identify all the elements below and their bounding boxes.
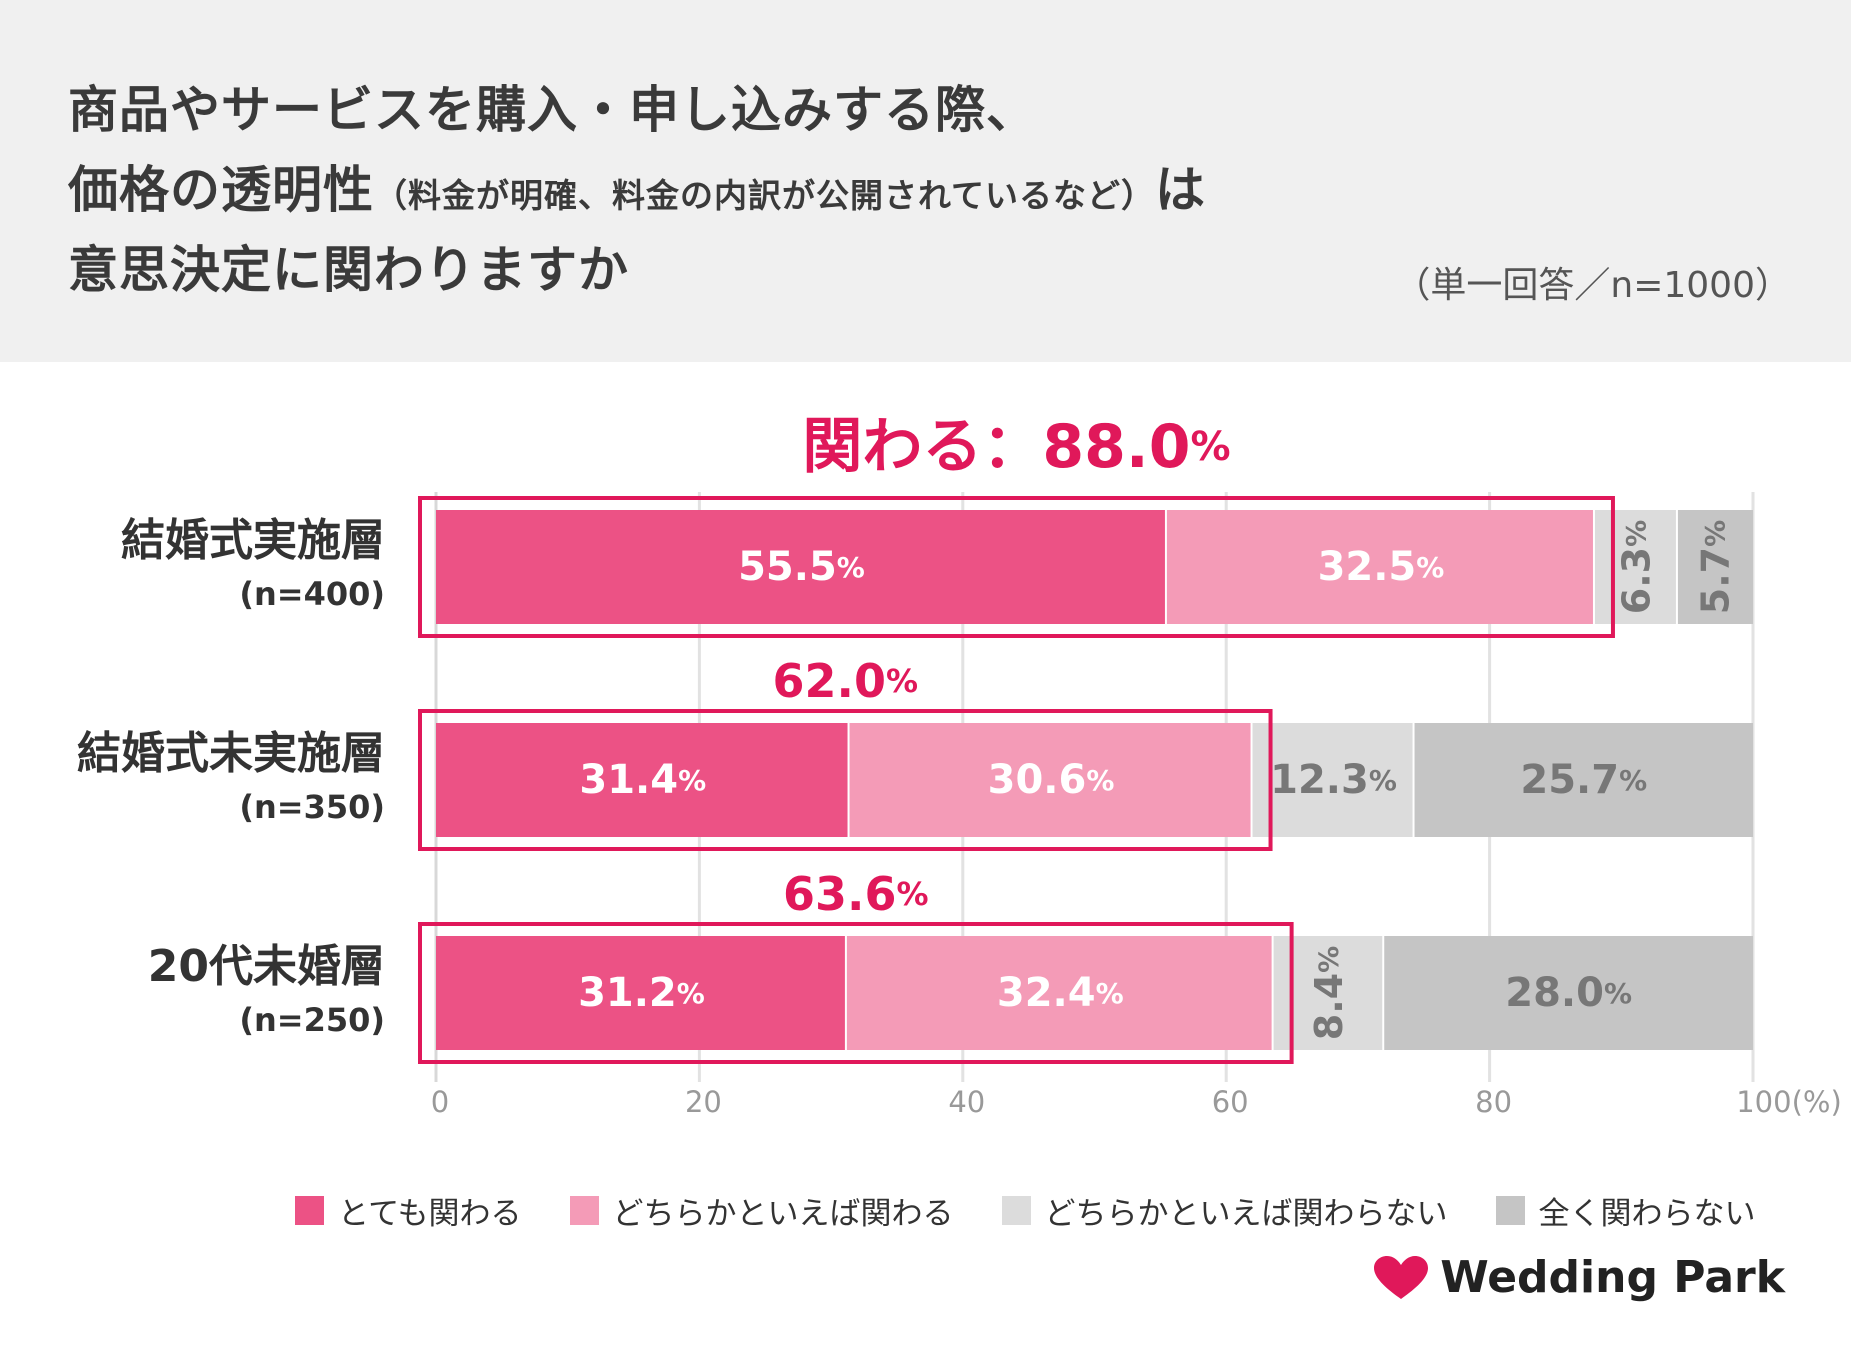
legend-item-very: とても関わる	[295, 1188, 522, 1233]
title-line-3: 意思決定に関わりますか	[68, 241, 629, 299]
category-label: 結婚式未実施層	[77, 728, 385, 779]
sample-note: （単一回答／n=1000）	[1394, 265, 1791, 306]
highlight-box	[418, 922, 1294, 1064]
data-label-4: 25.7%	[1520, 757, 1647, 803]
header: 商品やサービスを購入・申し込みする際、 価格の透明性（料金が明確、料金の内訳が公…	[0, 0, 1851, 362]
category-label: 結婚式実施層	[121, 515, 385, 566]
x-tick-label: 80	[1475, 1085, 1512, 1119]
x-tick-label: 60	[1212, 1085, 1249, 1119]
category-n-label: (n=350)	[239, 788, 385, 826]
heart-icon	[1374, 1255, 1429, 1299]
legend-item-somewhat-not: どちらかといえば関わらない	[1001, 1188, 1448, 1233]
x-tick-label: 0	[431, 1085, 449, 1119]
highlight-box	[418, 709, 1273, 851]
data-label-1: 31.4%	[579, 757, 706, 803]
total-label: 関わる：88.0%	[802, 412, 1230, 482]
bar-segment-3	[1594, 510, 1676, 624]
category-n-label: (n=250)	[239, 1001, 385, 1039]
data-label-1: 31.2%	[578, 970, 705, 1016]
title-line-1: 商品やサービスを購入・申し込みする際、	[68, 81, 1037, 139]
legend-label-somewhat-not: どちらかといえば関わらない	[1044, 1196, 1448, 1232]
legend: とても関わる どちらかといえば関わる どちらかといえば関わらない 全く関わらない	[295, 1188, 1756, 1233]
data-label-3: 8.4%	[1307, 946, 1351, 1040]
legend-swatch-somewhat	[569, 1196, 599, 1225]
total-label: 62.0%	[772, 654, 918, 708]
title-line-2: 価格の透明性（料金が明確、料金の内訳が公開されているなど）は	[68, 150, 1206, 222]
title-main: 価格の透明性	[68, 161, 374, 219]
legend-swatch-very	[295, 1196, 324, 1225]
data-label-4: 5.7%	[1693, 520, 1737, 614]
legend-label-somewhat: どちらかといえば関わる	[612, 1196, 954, 1232]
bar-segment-1	[436, 936, 845, 1050]
legend-item-not-at-all: 全く関わらない	[1495, 1188, 1756, 1233]
bar-segment-3	[1252, 723, 1413, 837]
bar-segment-1	[436, 510, 1165, 624]
x-tick-label: 40	[948, 1085, 985, 1119]
bar-segment-2	[846, 936, 1272, 1050]
legend-swatch-not-at-all	[1495, 1196, 1525, 1225]
legend-swatch-somewhat-not	[1001, 1196, 1031, 1225]
data-label-3: 6.3%	[1614, 520, 1658, 614]
legend-label-very: とても関わる	[338, 1196, 522, 1232]
bar-segment-2	[1166, 510, 1593, 624]
bar-segment-2	[849, 723, 1251, 837]
wedding-park-logo: Wedding Park	[1372, 1252, 1785, 1303]
data-label-2: 32.5%	[1318, 544, 1445, 590]
title-note: （料金が明確、料金の内訳が公開されているなど）	[374, 176, 1156, 215]
bar-segment-4	[1677, 510, 1753, 624]
data-label-4: 28.0%	[1505, 970, 1632, 1016]
x-tick-label: 100(%)	[1736, 1085, 1842, 1119]
category-label: 20代未婚層	[148, 941, 385, 992]
highlight-box	[418, 496, 1615, 638]
logo-text: Wedding Park	[1440, 1252, 1785, 1303]
data-label-2: 30.6%	[988, 757, 1115, 803]
category-n-label: (n=400)	[239, 575, 385, 613]
legend-label-not-at-all: 全く関わらない	[1538, 1196, 1756, 1232]
legend-item-somewhat: どちらかといえば関わる	[569, 1188, 954, 1233]
total-label: 63.6%	[783, 867, 929, 921]
title-end: は	[1155, 161, 1207, 219]
bar-segment-1	[436, 723, 848, 837]
data-label-3: 12.3%	[1270, 757, 1397, 803]
bar-segment-4	[1414, 723, 1753, 837]
bar-segment-4	[1384, 936, 1753, 1050]
data-label-1: 55.5%	[738, 544, 865, 590]
stacked-bar-chart: 0 20 40 60 80 100(%) 結婚式実施層 (n=400) 55.5% 32.5% 6.…	[77, 412, 1842, 1119]
data-label-2: 32.4%	[997, 970, 1124, 1016]
x-tick-label: 20	[685, 1085, 722, 1119]
